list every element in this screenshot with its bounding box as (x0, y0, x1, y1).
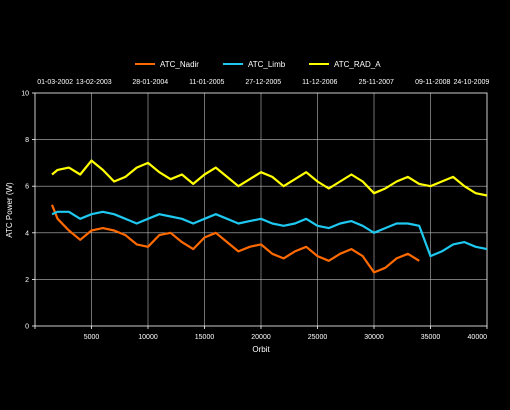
top-date-axis: 01-03-2002 13-02-2003 28-01-2004 11-01-2005… (37, 79, 489, 86)
y-axis-title: ATC Power (W) (5, 182, 14, 238)
legend-label-atc-nadir: ATC_Nadir (160, 60, 199, 69)
top-date-label: 28-01-2004 (132, 79, 168, 86)
y-tick-label: 2 (25, 277, 29, 284)
x-tick-label: 40000 (468, 334, 488, 341)
x-axis: 5000 10000 15000 20000 25000 30000 35000 40000 (34, 326, 488, 341)
x-tick-label: 20000 (251, 334, 271, 341)
top-date-label: 25-11-2007 (359, 79, 394, 86)
x-tick-label: 5000 (84, 334, 100, 341)
top-date-label: 27-12-2005 (245, 79, 281, 86)
y-axis: 0 2 4 6 8 10 (21, 91, 35, 331)
x-tick-label: 15000 (195, 334, 215, 341)
grid-lines (35, 93, 487, 326)
y-tick-label: 0 (25, 324, 29, 331)
series-lines (50, 159, 488, 274)
series-line-atc-limb (51, 210, 488, 258)
top-date-label: 01-03-2002 (37, 79, 73, 86)
top-date-label: 11-01-2005 (189, 79, 224, 86)
legend: ATC_Nadir ATC_Limb ATC_RAD_A (135, 60, 381, 69)
series-line-atc-rad-a (51, 159, 488, 197)
y-tick-label: 6 (25, 184, 29, 191)
top-date-label: 13-02-2003 (76, 79, 112, 86)
x-tick-label: 10000 (138, 334, 158, 341)
series-line-atc-nadir (50, 204, 420, 274)
top-date-label: 11-12-2006 (302, 79, 337, 86)
x-tick-label: 25000 (308, 334, 328, 341)
x-tick-label: 35000 (421, 334, 441, 341)
legend-label-atc-limb: ATC_Limb (248, 60, 286, 69)
y-tick-label: 10 (21, 91, 29, 98)
top-date-label: 09-11-2008 (415, 79, 450, 86)
legend-label-atc-rad-a: ATC_RAD_A (334, 60, 381, 69)
x-tick-label: 30000 (364, 334, 384, 341)
top-date-label: 24-10-2009 (453, 79, 489, 86)
y-tick-label: 4 (25, 230, 29, 237)
y-tick-label: 8 (25, 137, 29, 144)
x-axis-title: Orbit (252, 345, 270, 354)
